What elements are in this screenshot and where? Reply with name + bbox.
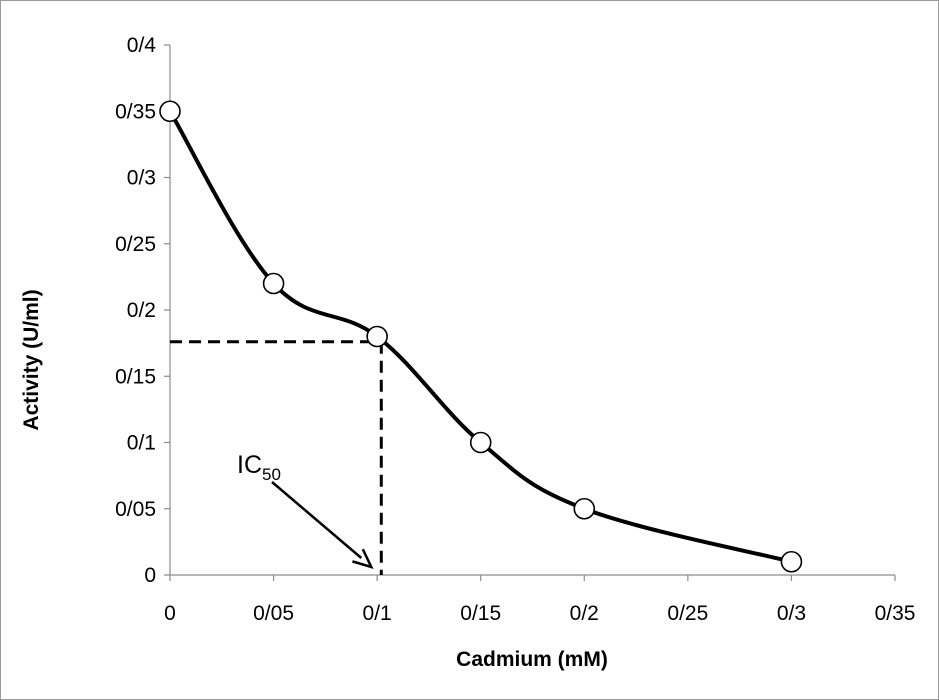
series (159, 100, 803, 573)
y-tick-label: 0/05 (115, 498, 156, 521)
series-line (168, 110, 792, 564)
x-tick-label: 0/25 (667, 602, 708, 625)
x-tick-label: 0/3 (777, 602, 806, 625)
data-point (469, 431, 492, 454)
y-tick-label: 0 (144, 564, 156, 587)
x-tick-label: 0/2 (570, 602, 599, 625)
y-tick-label: 0/25 (115, 233, 156, 256)
y-tick-label: 0/3 (127, 167, 156, 190)
ic50-label-sub: 50 (262, 465, 281, 484)
x-tick-label: 0/05 (253, 602, 294, 625)
ic50-label-main: IC (237, 451, 262, 479)
ic50-arrow-shaft (271, 481, 363, 559)
x-tick-label: 0/35 (875, 602, 916, 625)
ic50-arrow-head (352, 548, 374, 570)
ic50-guides (170, 340, 383, 575)
ic50-label: IC50 (237, 451, 281, 484)
data-point (573, 497, 596, 520)
data-point (780, 550, 803, 573)
axes: 0 0/05 0/1 0/15 0/2 0/25 0/3 0/35 0/4 0 0/05 0/1 0/1… (115, 34, 915, 625)
data-point (366, 325, 388, 348)
y-axis-title: Activity (U/ml) (20, 289, 43, 430)
x-tick-label: 0/15 (460, 602, 501, 625)
y-tick-label: 0/1 (127, 432, 156, 455)
y-tick-label: 0/4 (127, 34, 157, 57)
y-tick-label: 0/2 (127, 299, 156, 322)
x-tick-label: 0 (164, 602, 176, 625)
x-axis-title: Cadmium (mM) (456, 648, 608, 671)
data-point (262, 272, 285, 295)
y-tick-label: 0/35 (115, 100, 156, 123)
y-tick-label: 0/15 (115, 365, 156, 388)
data-point (159, 100, 181, 123)
x-tick-label: 0/1 (363, 602, 392, 625)
ic50-annotation: IC50 (237, 451, 374, 570)
